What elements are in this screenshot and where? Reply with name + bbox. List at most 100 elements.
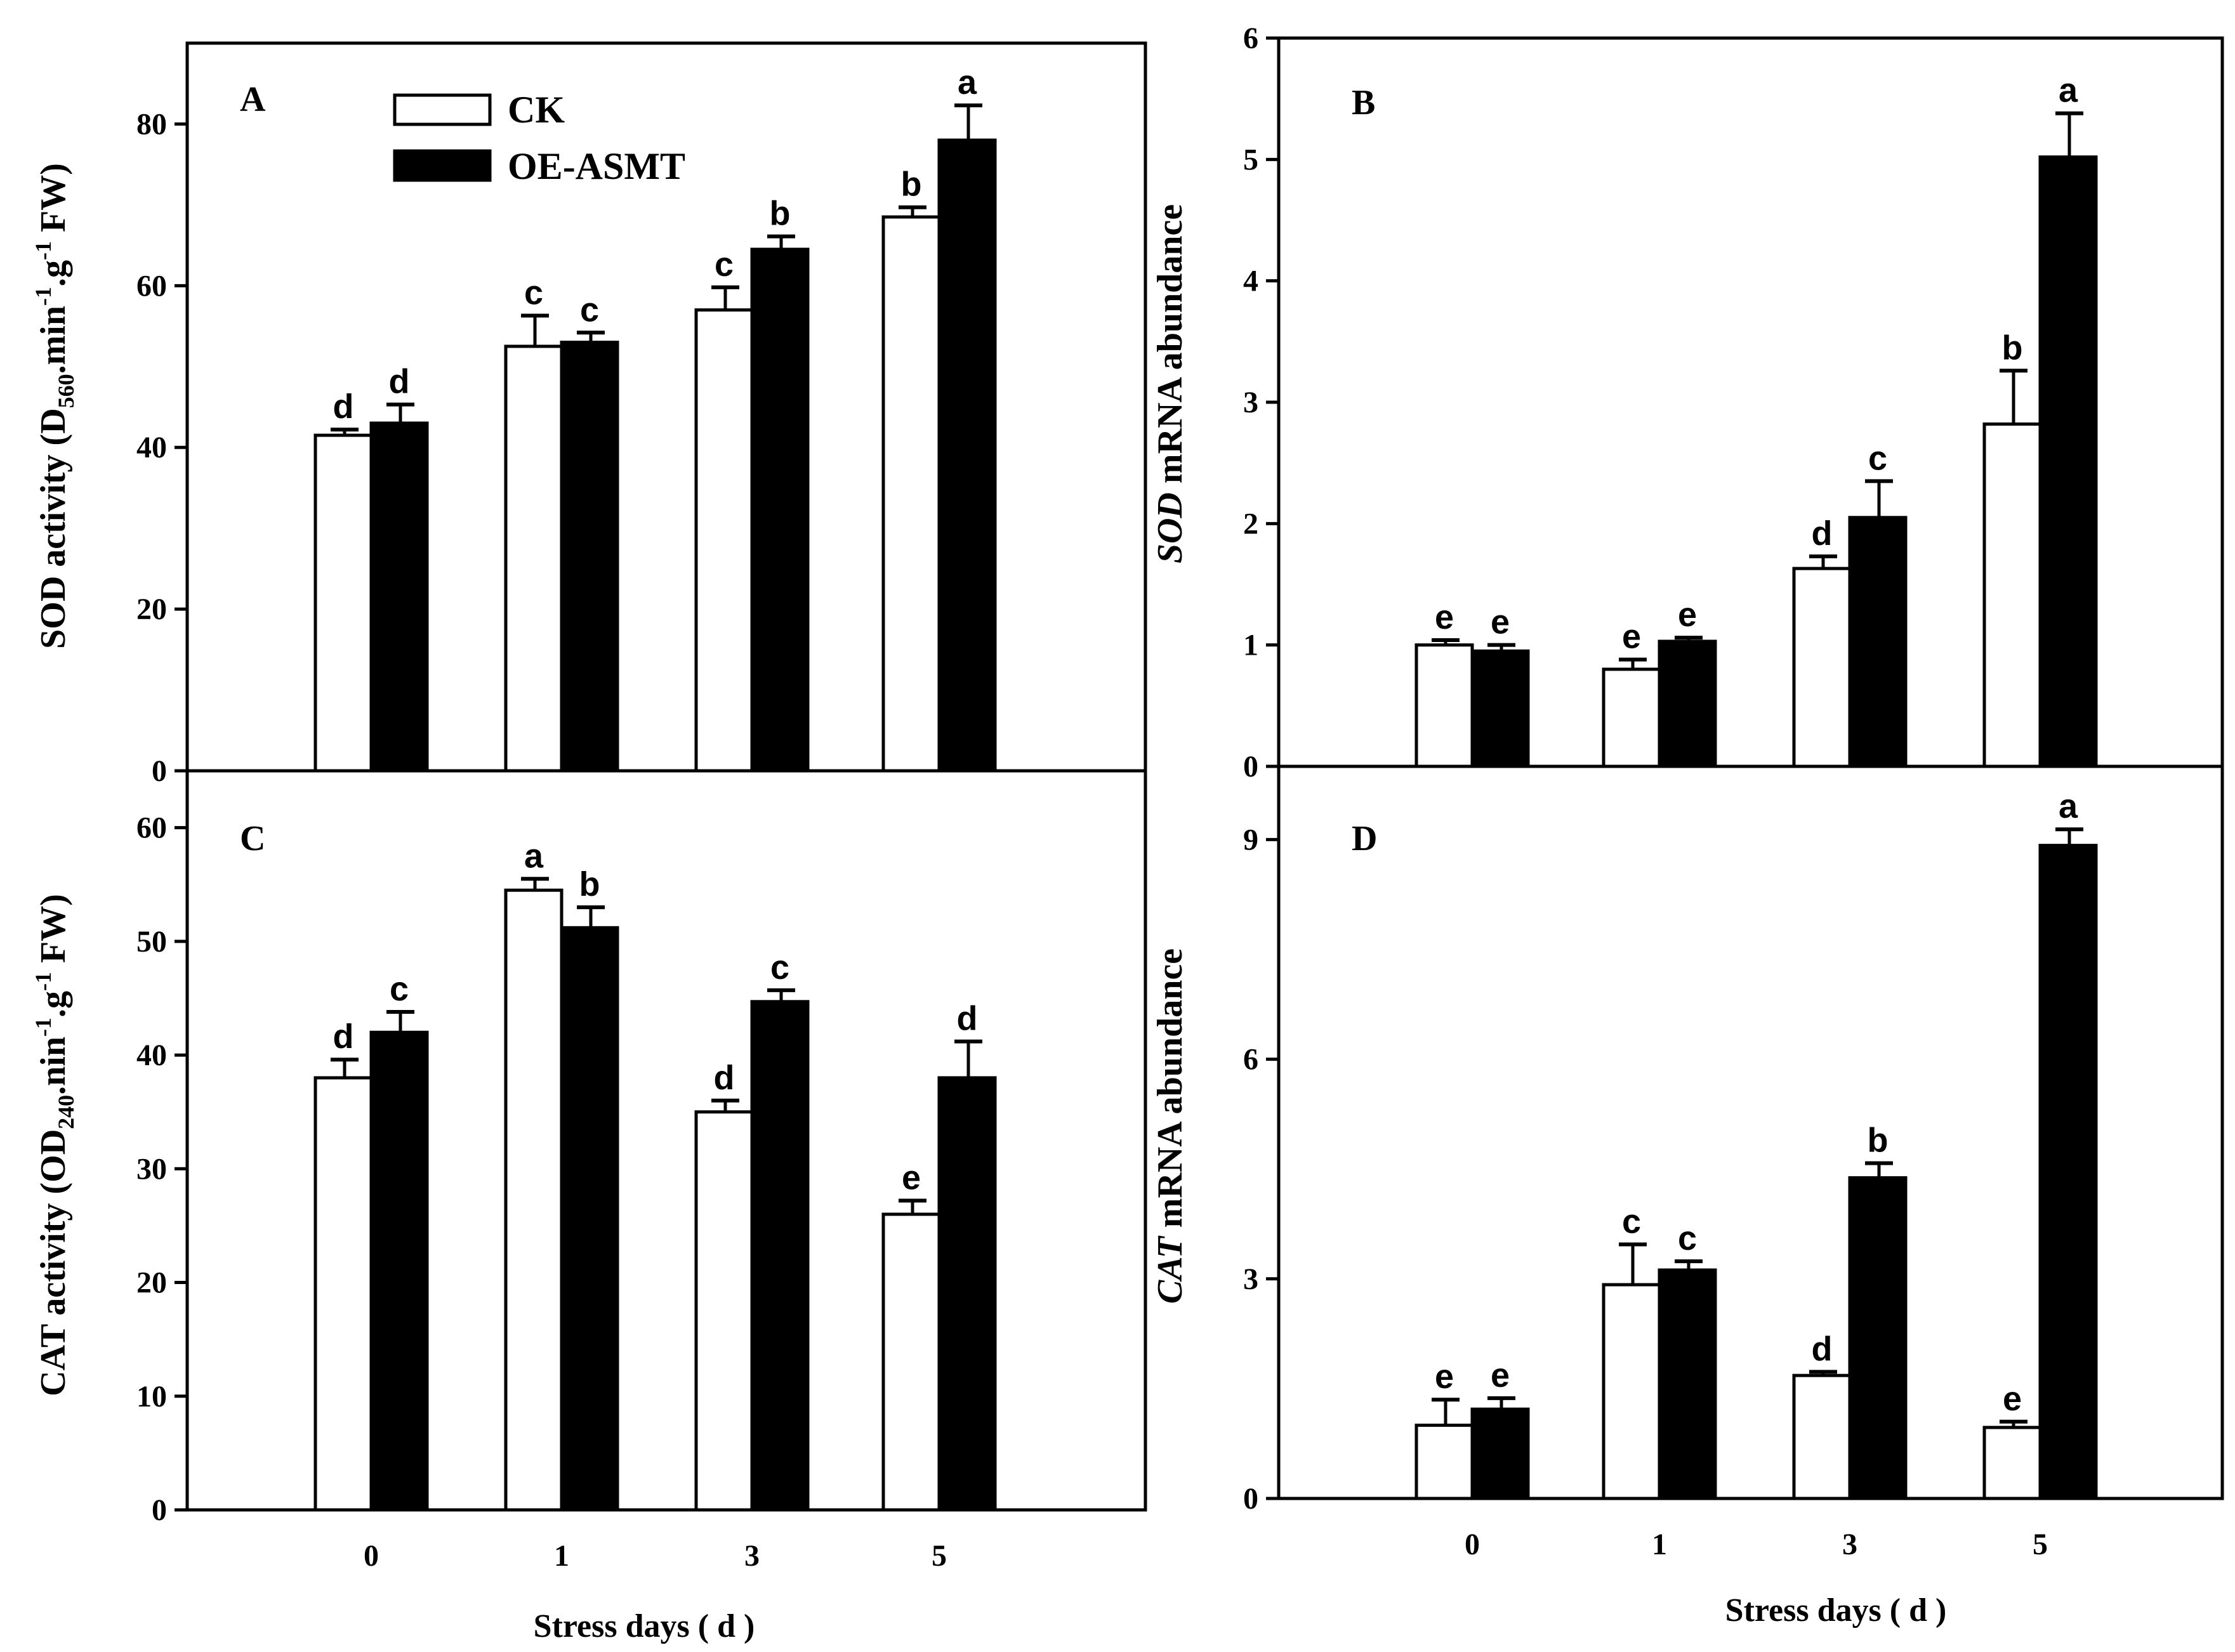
panel-b-bar-ck-1 bbox=[1602, 667, 1661, 768]
panel-c-bar-oe-0 bbox=[369, 1030, 429, 1512]
panel-c-bar-ck-5 bbox=[881, 1212, 941, 1512]
panel-a-sig-oe-3: b bbox=[770, 195, 791, 233]
panel-c-ylabel-end: FW) bbox=[34, 894, 73, 972]
panel-b-bar-oe-3 bbox=[1848, 516, 1908, 768]
panel-a-ylabel: SOD activity (D560.min-1.g-1 FW) bbox=[30, 163, 79, 649]
panel-b-sig-ck-0: e bbox=[1435, 598, 1454, 636]
panel-d-sig-ck-3: d bbox=[1812, 1330, 1833, 1368]
panel-c-bar-oe-3 bbox=[750, 1000, 810, 1512]
panel-c-ytick-label-4: 40 bbox=[136, 1039, 167, 1072]
panel-b-panel-letter: B bbox=[1352, 83, 1375, 122]
panel-d-bar-oe-3 bbox=[1848, 1176, 1908, 1500]
panel-c-ylabel-sup1: -1 bbox=[30, 1018, 56, 1037]
legend-swatch-ck bbox=[393, 93, 492, 126]
panel-c-sig-ck-3: d bbox=[714, 1059, 735, 1097]
panel-d-xtick-label-0: 0 bbox=[1465, 1528, 1480, 1561]
panel-c-panel-letter: C bbox=[240, 819, 265, 858]
legend-label-oe: OE-ASMT bbox=[508, 145, 685, 187]
panel-a-sig-ck-5: b bbox=[901, 166, 922, 204]
panel-b-bar-oe-0 bbox=[1470, 649, 1530, 768]
panel-d-ytick-label-0: 0 bbox=[1243, 1482, 1258, 1516]
panel-d-sig-ck-1: c bbox=[1622, 1203, 1641, 1241]
panel-b-sig-oe-5: a bbox=[2059, 72, 2078, 110]
panel-a-sig-oe-1: c bbox=[580, 291, 599, 329]
panel-c-ylabel-mid2: .g bbox=[34, 991, 73, 1018]
panel-b-sig-ck-1: e bbox=[1622, 618, 1641, 656]
panel-d-sig-ck-0: e bbox=[1435, 1358, 1454, 1396]
panel-d-ylabel: CAT mRNA abundance bbox=[1150, 948, 1190, 1304]
panel-c-bar-ck-3 bbox=[694, 1110, 754, 1512]
panel-a-ytick-label-4: 80 bbox=[136, 107, 167, 141]
panel-d-xlabel: Stress days ( d ) bbox=[1725, 1592, 1947, 1629]
panel-c-bar-ck-1 bbox=[504, 888, 564, 1512]
panel-c-bar-oe-5 bbox=[937, 1076, 997, 1512]
panel-c-ylabel-mid: .nin bbox=[34, 1037, 73, 1095]
panel-d-bar-ck-1 bbox=[1602, 1283, 1661, 1500]
panel-d-bar-ck-0 bbox=[1414, 1424, 1474, 1500]
panel-c-frame bbox=[185, 769, 1147, 1512]
panel-a-bar-ck-0 bbox=[313, 433, 373, 773]
panel-a-ytick-label-0: 0 bbox=[152, 754, 167, 788]
panel-b-bar-oe-1 bbox=[1658, 639, 1717, 768]
panel-b-ylabel-rest: mRNA abundance bbox=[1150, 204, 1190, 492]
panel-c-ylabel: CAT activity (OD240.nin-1.g-1 FW) bbox=[30, 894, 79, 1396]
panel-a-bar-oe-5 bbox=[937, 138, 997, 773]
panel-b-sig-oe-0: e bbox=[1491, 603, 1510, 641]
panel-b-ylabel: SOD mRNA abundance bbox=[1150, 204, 1190, 563]
legend-swatch-oe bbox=[393, 149, 492, 182]
panel-d-bar-ck-5 bbox=[1982, 1426, 2042, 1500]
panel-d-sig-oe-1: c bbox=[1678, 1219, 1697, 1257]
panel-d-bar-oe-1 bbox=[1658, 1268, 1717, 1500]
panel-a-sig-oe-0: d bbox=[389, 363, 410, 401]
panel-c-xtick-label-1: 1 bbox=[554, 1539, 569, 1573]
panel-b-bar-ck-5 bbox=[1982, 422, 2042, 768]
panel-b-ytick-label-6: 6 bbox=[1243, 22, 1258, 55]
panel-d-xtick-label-5: 5 bbox=[2033, 1528, 2048, 1561]
panel-c-ytick-label-3: 30 bbox=[136, 1152, 167, 1186]
panel-d-ylabel-rest: mRNA abundance bbox=[1150, 948, 1190, 1236]
panel-a-ytick-label-1: 20 bbox=[136, 593, 167, 626]
panel-b-bar-ck-0 bbox=[1414, 643, 1474, 768]
panel-d-panel-letter: D bbox=[1352, 819, 1377, 858]
panel-a-bar-oe-0 bbox=[369, 421, 429, 773]
legend-label-ck: CK bbox=[508, 89, 565, 131]
panel-c-ytick-label-2: 20 bbox=[136, 1266, 167, 1300]
panel-d-sig-ck-5: e bbox=[2003, 1380, 2022, 1418]
panel-d-sig-oe-5: a bbox=[2059, 787, 2078, 825]
panel-a-ylabel-end: FW) bbox=[34, 163, 73, 241]
panel-d-ytick-label-3: 9 bbox=[1243, 823, 1258, 856]
panel-a-bar-ck-5 bbox=[881, 215, 941, 773]
panel-a-ylabel-sub: 560 bbox=[53, 374, 79, 408]
panel-d-xtick-label-1: 1 bbox=[1652, 1528, 1667, 1561]
panel-a-ylabel-mid2: .g bbox=[34, 260, 73, 287]
panel-b-ytick-label-5: 5 bbox=[1243, 143, 1258, 176]
panel-b-ytick-label-2: 2 bbox=[1243, 507, 1258, 541]
panel-d-bar-oe-5 bbox=[2038, 844, 2098, 1500]
panel-c-sig-ck-5: e bbox=[902, 1158, 921, 1196]
panel-d-ylabel-italic: CAT bbox=[1150, 1235, 1190, 1304]
panel-c-ylabel-sub: 240 bbox=[53, 1095, 79, 1129]
panel-b-bar-ck-3 bbox=[1792, 567, 1852, 768]
panel-b-sig-oe-1: e bbox=[1678, 596, 1697, 634]
legend: CK OE-ASMT bbox=[393, 89, 685, 187]
panel-c-ytick-label-6: 60 bbox=[136, 811, 167, 845]
panel-c-xtick-label-5: 5 bbox=[932, 1539, 947, 1573]
panel-a-ylabel-sup2: -1 bbox=[30, 241, 56, 260]
panel-a-sig-ck-3: c bbox=[715, 246, 734, 284]
panel-b-sig-oe-3: c bbox=[1868, 439, 1887, 477]
panel-a-ylabel-main: SOD activity (D bbox=[34, 408, 73, 649]
panel-b-ytick-label-0: 0 bbox=[1243, 750, 1258, 783]
panel-a-sig-oe-5: a bbox=[958, 63, 977, 102]
panel-d-sig-oe-0: e bbox=[1491, 1356, 1510, 1394]
panel-c-xtick-label-3: 3 bbox=[744, 1539, 760, 1573]
panel-d-ytick-label-2: 6 bbox=[1243, 1043, 1258, 1077]
panel-b-ytick-label-3: 3 bbox=[1243, 386, 1258, 419]
panel-c-sig-oe-5: d bbox=[957, 1000, 978, 1038]
panel-d-sig-oe-3: b bbox=[1868, 1121, 1889, 1159]
panel-c-sig-oe-1: b bbox=[579, 865, 600, 903]
panel-c-ylabel-main: CAT activity (OD bbox=[34, 1129, 73, 1396]
